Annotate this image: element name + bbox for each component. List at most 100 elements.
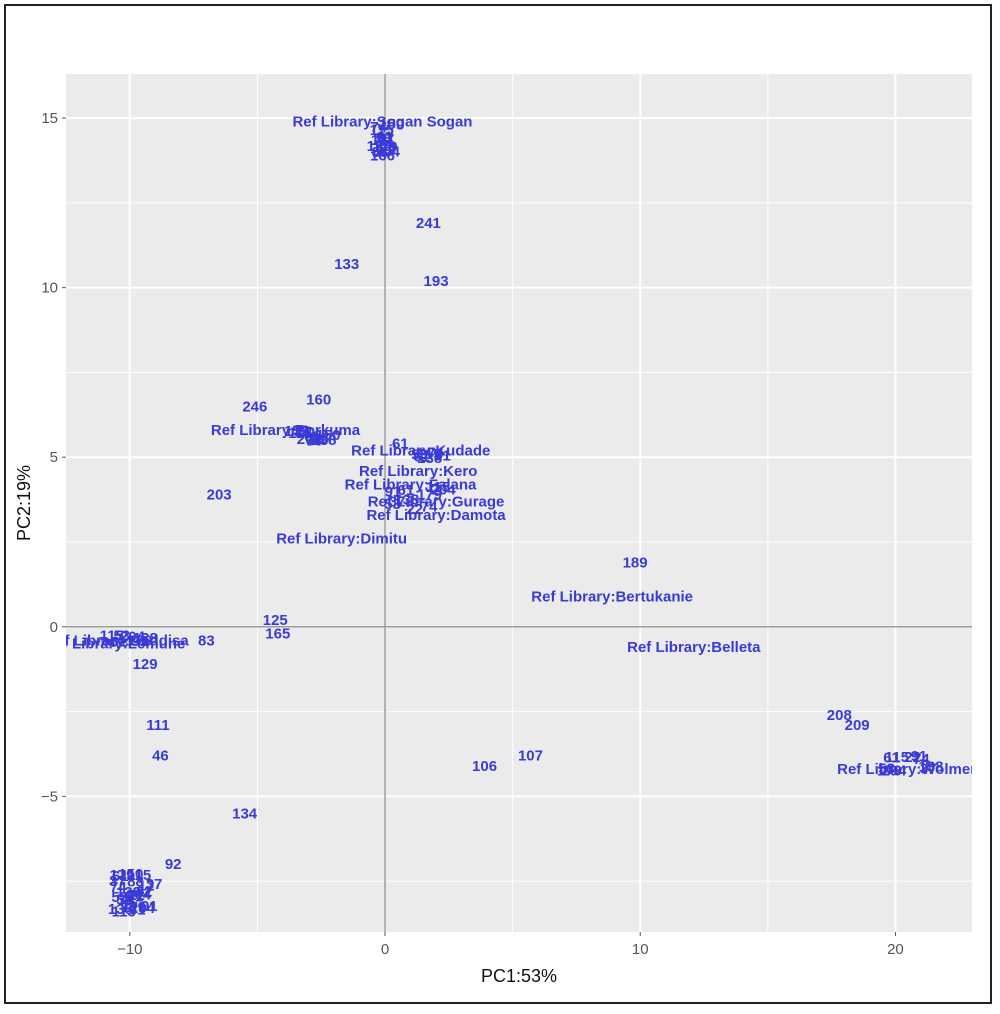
cluster-point-label: 61 (129, 902, 146, 919)
cluster-point-label: 91 (127, 888, 144, 905)
point-label: Ref Library:Kero (359, 463, 477, 480)
cluster-point-label: 115 (885, 749, 909, 766)
cluster-point-label: 179 (417, 487, 442, 504)
point-label: 203 (207, 487, 232, 504)
cluster-point-label: 138 (417, 450, 442, 467)
y-tick-label: 5 (50, 449, 58, 466)
cluster-point-label: 91 (131, 633, 148, 650)
cluster-point-label: 74 (110, 879, 127, 896)
cluster-point-label: 22 (136, 883, 153, 900)
point-label: 129 (133, 656, 158, 673)
cluster-point-label: 61 (111, 633, 128, 650)
x-tick-label: 10 (632, 941, 649, 958)
cluster-point-label: 138 (116, 884, 141, 901)
cluster-point-label: 37 (378, 131, 395, 148)
point-label: 107 (518, 748, 543, 765)
cluster-point-label: 91 (434, 448, 451, 465)
cluster-point-label: 22 (904, 749, 921, 766)
cluster-point-label: 91 (911, 748, 928, 765)
cluster-point-label: 88 (372, 144, 389, 161)
point-label: 189 (623, 554, 648, 571)
cluster-point-label: 53 (293, 422, 310, 439)
x-tick-labels: −10 0 10 20 (117, 932, 904, 958)
y-tick-label: −5 (41, 788, 58, 805)
y-tick-labels: −5 0 5 10 15 (41, 110, 66, 805)
point-label: 193 (424, 273, 449, 290)
cluster-point-label: 5 (388, 140, 396, 157)
cluster-point-label: 179 (284, 423, 309, 440)
point-label: Ref Library:Borkuma (211, 422, 361, 439)
point-label: 83 (198, 632, 215, 649)
point-label: 246 (242, 398, 267, 415)
zero-lines (66, 74, 972, 932)
cluster-point-label: 138 (918, 758, 943, 775)
cluster-point-label: 179 (121, 899, 146, 916)
cluster-point-label: 138 (367, 138, 392, 155)
cluster-point-label: 91 (385, 484, 402, 501)
cluster-point-label: 91 (310, 431, 327, 448)
cluster-point-label: 53 (878, 760, 895, 777)
cluster-point-label: 115 (127, 867, 151, 884)
point-label: 61 (392, 436, 409, 453)
cluster-point-label: 53 (113, 628, 130, 645)
point-label: Ref Library:Lemune (44, 636, 186, 653)
cluster-point-label: 5 (124, 889, 132, 906)
cluster-point-label: 74 (913, 751, 930, 768)
cluster-point-label: 115 (426, 479, 450, 496)
cluster-point-label: 22 (406, 501, 423, 518)
x-tick-label: −10 (117, 941, 142, 958)
cluster-point-label: 88 (312, 430, 329, 447)
cluster-point-label: 22 (128, 887, 145, 904)
cluster-point-label: 91 (141, 898, 158, 915)
cluster-point-label: 53 (376, 130, 393, 147)
cluster-point-label: 150 (315, 427, 340, 444)
cluster-point-label: 179 (877, 763, 902, 780)
cluster-point-label: 91 (378, 133, 395, 150)
y-tick-label: 0 (50, 619, 58, 636)
point-label: 208 (827, 707, 852, 724)
cluster-point-label: 61 (112, 868, 129, 885)
point-labels: Ref Library:Sogan Sogan 166 241 133 193 246 16… (44, 113, 972, 873)
y-axis-title: PC2:19% (14, 465, 34, 541)
cluster-point-label: 204 (431, 481, 457, 498)
cluster-point-label: 115 (288, 425, 312, 442)
cluster-point-label: 53 (384, 496, 401, 513)
cluster-point-label: 53 (411, 447, 428, 464)
cluster-point-label: 74 (427, 444, 444, 461)
figure-frame: 61 138 53 74 91 115 204 179 22 37 88 150 12 5 61 138 53 7… (4, 4, 992, 1004)
cluster-point-label: 61 (304, 428, 321, 445)
cluster-point-label: 150 (118, 866, 143, 883)
cluster-point-label: 53 (116, 891, 133, 908)
cluster-point-label: 22 (379, 141, 396, 158)
point-label: 165 (265, 626, 290, 643)
cluster-point-label: 74 (118, 892, 135, 909)
cluster-point-label: 115 (370, 122, 394, 139)
cluster-point-label: 61 (398, 482, 415, 499)
x-axis-title: PC1:53% (481, 966, 557, 986)
point-label: 160 (306, 392, 331, 409)
cluster-point-label: 179 (127, 633, 152, 650)
cluster-point-label: 115 (100, 627, 124, 644)
point-label: 106 (472, 758, 497, 775)
cluster-point-label: 74 (99, 634, 116, 651)
point-label: Ref Library:Gurage (368, 493, 505, 510)
plot-panel (66, 74, 972, 932)
x-tick-label: 20 (887, 941, 904, 958)
point-label: Ref Library:Dimitu (276, 531, 407, 548)
cluster-point-label: 204 (120, 629, 146, 646)
cluster-point-label: 53 (111, 889, 128, 906)
point-label: Ref Library:Kudade (351, 442, 490, 459)
cluster-point-label: 115 (417, 446, 441, 463)
point-label: Ref Library:Bertukanie (531, 588, 693, 605)
cluster-point-label: 204 (881, 762, 907, 779)
point-label: Ref Library:Gaddisa (45, 632, 189, 649)
cluster-point-label: 37 (306, 432, 323, 449)
cluster-point-label: 74 (370, 119, 387, 136)
cluster-point-label: 61 (883, 749, 900, 766)
point-label: 133 (334, 256, 359, 273)
cluster-point-label: 204 (130, 900, 156, 917)
cluster-point-label: 37 (920, 760, 937, 777)
cluster-point-label: 204 (126, 886, 152, 903)
